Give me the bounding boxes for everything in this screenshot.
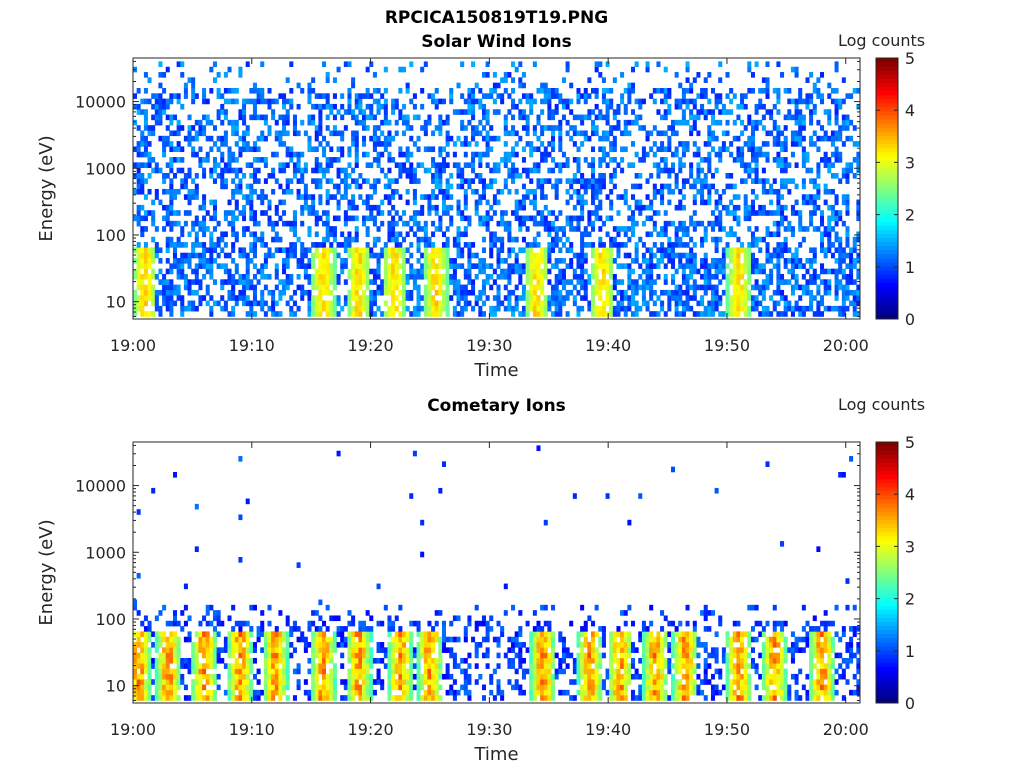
colorbar-tick-label: 0	[905, 310, 915, 329]
x-tick-label: 19:00	[110, 720, 156, 739]
spectrogram-cells	[133, 61, 861, 317]
x-tick-label: 19:10	[229, 336, 275, 355]
y-tick-label: 10000	[75, 93, 126, 112]
y-tick-label: 100	[95, 226, 126, 245]
y-tick-label: 1000	[85, 543, 126, 562]
colorbar-tick-label: 5	[905, 433, 915, 452]
x-axis-label: Time	[473, 744, 518, 765]
x-tick-label: 19:50	[704, 720, 750, 739]
colorbar-tick-label: 4	[905, 101, 915, 120]
colorbar-tick-label: 3	[905, 537, 915, 556]
x-tick-label: 19:40	[585, 720, 631, 739]
x-tick-label: 19:10	[229, 720, 275, 739]
colorbar-label-bottom: Log counts	[838, 395, 926, 414]
y-tick-label: 10	[106, 677, 126, 696]
x-tick-label: 19:30	[466, 720, 512, 739]
panel-title-solar-wind: Solar Wind Ions	[421, 32, 572, 52]
colorbar-tick-label: 0	[905, 694, 915, 713]
colorbar: 0 1 2 3 4 5	[875, 433, 915, 713]
spectrogram-cells	[133, 445, 861, 701]
panel-title-cometary: Cometary Ions	[427, 396, 566, 416]
x-tick-label: 19:40	[585, 336, 631, 355]
colorbar-tick-label: 5	[905, 49, 915, 68]
colorbar-tick-label: 1	[905, 258, 915, 277]
y-axis-label: Energy (eV)	[36, 519, 57, 625]
x-tick-label: 20:00	[823, 720, 869, 739]
x-axis-label: Time	[473, 360, 518, 381]
y-tick-label: 100	[95, 610, 126, 629]
colorbar-tick-label: 4	[905, 485, 915, 504]
colorbar-tick-label: 1	[905, 642, 915, 661]
figure-title: RPCICA150819T19.PNG	[384, 8, 609, 28]
x-tick-label: 19:00	[110, 336, 156, 355]
x-tick-label: 20:00	[823, 336, 869, 355]
y-tick-label: 10	[106, 293, 126, 312]
x-tick-label: 19:20	[348, 336, 394, 355]
x-tick-label: 19:30	[466, 336, 512, 355]
y-tick-label: 10000	[75, 477, 126, 496]
x-tick-label: 19:20	[348, 720, 394, 739]
colorbar-tick-label: 2	[905, 590, 915, 609]
x-tick-label: 19:50	[704, 336, 750, 355]
colorbar: 0 1 2 3 4 5	[875, 49, 915, 329]
colorbar-label-top: Log counts	[838, 31, 926, 50]
y-axis-label: Energy (eV)	[36, 135, 57, 241]
y-tick-label: 1000	[85, 159, 126, 178]
colorbar-tick-label: 3	[905, 153, 915, 172]
colorbar-tick-label: 2	[905, 206, 915, 225]
